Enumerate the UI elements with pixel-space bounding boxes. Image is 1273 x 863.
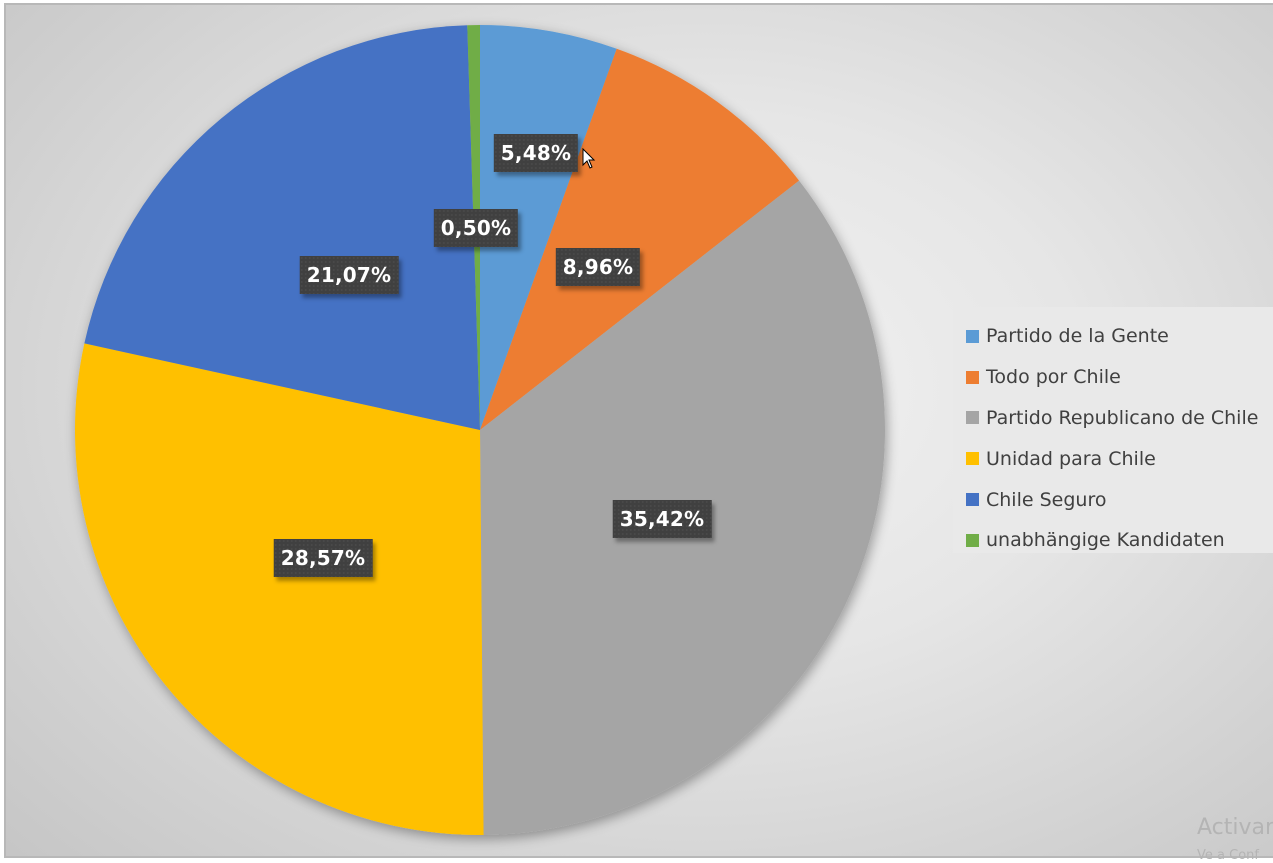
legend-item-todo-por-chile[interactable]: Todo por Chile: [953, 357, 1273, 398]
mouse-cursor-icon: [582, 148, 596, 169]
legend-item-chile-seguro[interactable]: Chile Seguro: [953, 479, 1273, 520]
data-label[interactable]: 5,48%: [493, 134, 579, 172]
legend-swatch-icon: [966, 329, 979, 343]
legend-swatch-icon: [966, 533, 979, 547]
data-label[interactable]: 8,96%: [555, 248, 641, 286]
pie-slice-todo-por-chile[interactable]: [480, 48, 800, 431]
legend-swatch-icon: [966, 493, 979, 507]
pie-slice-unidad-para-chile[interactable]: [74, 343, 484, 835]
legend-item-partido-republicano[interactable]: Partido Republicano de Chile: [953, 398, 1273, 439]
activation-watermark: Activar: [1197, 815, 1273, 840]
data-label[interactable]: 28,57%: [273, 539, 373, 577]
legend-swatch-icon: [966, 370, 979, 384]
legend-label: unabhängige Kandidaten: [986, 529, 1225, 552]
legend-label: Todo por Chile: [986, 366, 1121, 389]
legend-swatch-icon: [966, 452, 979, 466]
legend-label: Chile Seguro: [986, 488, 1107, 511]
legend[interactable]: Partido de la Gente Todo por Chile Parti…: [953, 307, 1273, 553]
legend-item-partido-de-la-gente[interactable]: Partido de la Gente: [953, 316, 1273, 357]
legend-label: Partido Republicano de Chile: [986, 406, 1259, 429]
pie-slices: [74, 25, 885, 835]
activation-watermark-sub: Ve a Conf: [1197, 848, 1259, 863]
data-label[interactable]: 21,07%: [299, 256, 399, 294]
data-label[interactable]: 35,42%: [612, 500, 712, 538]
pie-slice-partido-de-la-gente[interactable]: [480, 25, 617, 430]
legend-label: Unidad para Chile: [986, 447, 1156, 470]
legend-item-unidad-para-chile[interactable]: Unidad para Chile: [953, 438, 1273, 479]
data-label[interactable]: 0,50%: [433, 209, 519, 247]
legend-label: Partido de la Gente: [986, 325, 1169, 348]
legend-item-unabhaengige-kandidaten[interactable]: unabhängige Kandidaten: [953, 520, 1273, 561]
pie-slice-chile-seguro[interactable]: [84, 25, 480, 431]
legend-swatch-icon: [966, 411, 979, 425]
